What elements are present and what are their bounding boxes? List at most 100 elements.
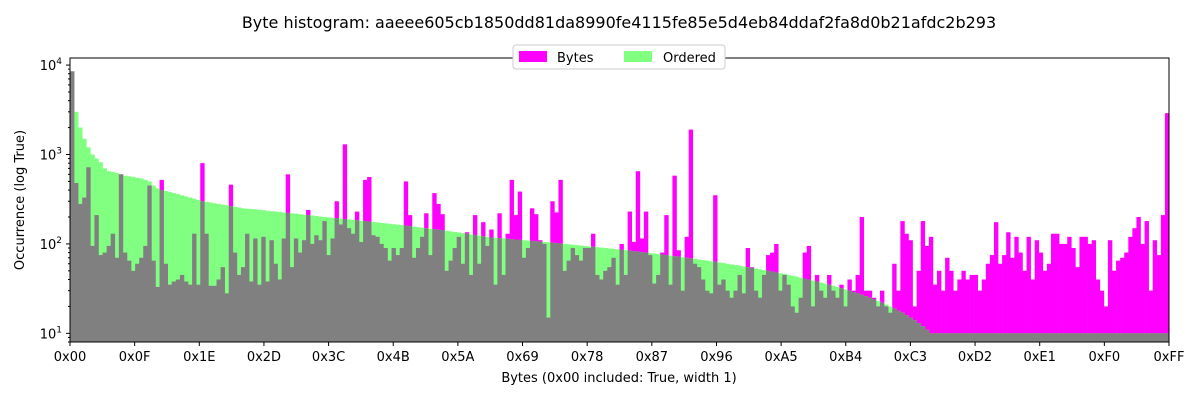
bar-overlap bbox=[1152, 333, 1158, 342]
bar-bytes bbox=[928, 236, 934, 342]
bar-overlap bbox=[334, 218, 339, 342]
bar-overlap bbox=[936, 333, 942, 342]
bar-bytes bbox=[1128, 236, 1133, 342]
bar-bytes bbox=[1071, 248, 1076, 342]
bar-overlap bbox=[126, 260, 132, 342]
bar-overlap bbox=[481, 236, 486, 342]
bar-overlap bbox=[774, 272, 779, 342]
bar-overlap bbox=[143, 245, 148, 342]
bar-overlap bbox=[485, 245, 490, 342]
x-tick-label: 0x3C bbox=[312, 350, 345, 365]
bar-overlap bbox=[631, 251, 637, 342]
bar-overlap bbox=[566, 260, 571, 342]
bar-overlap bbox=[342, 218, 348, 342]
bar-overlap bbox=[281, 238, 287, 342]
bar-overlap bbox=[420, 236, 425, 342]
bar-overlap bbox=[647, 255, 653, 342]
bar-overlap bbox=[525, 248, 531, 342]
bar-overlap bbox=[220, 267, 225, 342]
bar-overlap bbox=[86, 167, 91, 342]
legend-swatch-bytes bbox=[519, 51, 547, 62]
bar-bytes bbox=[1050, 233, 1056, 342]
bar-overlap bbox=[224, 293, 230, 342]
bar-overlap bbox=[1050, 333, 1056, 342]
bar-ordered bbox=[265, 210, 270, 342]
bar-overlap bbox=[110, 233, 116, 342]
bar-bytes bbox=[998, 263, 1003, 342]
x-tick-label: 0x96 bbox=[700, 350, 733, 365]
bar-bytes bbox=[932, 284, 938, 342]
bar-overlap bbox=[232, 252, 238, 342]
bar-overlap bbox=[338, 224, 344, 342]
bar-bytes bbox=[1055, 233, 1060, 342]
bar-overlap bbox=[680, 290, 685, 342]
bar-overlap bbox=[908, 317, 913, 342]
bar-overlap bbox=[761, 274, 767, 342]
bar-overlap bbox=[814, 281, 820, 342]
bar-bytes bbox=[961, 270, 966, 342]
bar-overlap bbox=[704, 290, 710, 342]
bar-bytes bbox=[924, 245, 930, 342]
bar-overlap bbox=[664, 255, 669, 342]
bar-overlap bbox=[314, 235, 319, 342]
bar-overlap bbox=[297, 252, 303, 342]
bar-bytes bbox=[1034, 240, 1040, 342]
bar-overlap bbox=[1103, 333, 1109, 342]
x-tick-label: 0xB4 bbox=[829, 350, 862, 365]
bar-bytes bbox=[981, 279, 987, 342]
bar-overlap bbox=[733, 290, 738, 342]
x-tick-label: 0xC3 bbox=[894, 350, 927, 365]
bar-bytes bbox=[936, 270, 942, 342]
bar-overlap bbox=[285, 212, 291, 342]
legend-swatch-ordered bbox=[624, 51, 652, 62]
bar-bytes bbox=[920, 221, 926, 342]
bar-overlap bbox=[562, 270, 567, 342]
bar-overlap bbox=[228, 206, 234, 342]
bar-overlap bbox=[945, 333, 950, 342]
bar-overlap bbox=[896, 310, 901, 342]
bar-bytes bbox=[1018, 252, 1023, 342]
x-tick-label: 0x69 bbox=[506, 350, 539, 365]
bar-overlap bbox=[375, 236, 380, 342]
bar-overlap bbox=[770, 271, 775, 342]
bar-overlap bbox=[472, 234, 478, 342]
bar-bytes bbox=[949, 270, 954, 342]
bar-bytes bbox=[904, 233, 909, 342]
bar-overlap bbox=[985, 333, 991, 342]
bar-overlap bbox=[965, 333, 970, 342]
bar-bytes bbox=[969, 274, 974, 342]
bar-overlap bbox=[599, 279, 604, 342]
bar-overlap bbox=[1059, 333, 1064, 342]
bar-overlap bbox=[570, 248, 576, 342]
bar-overlap bbox=[432, 229, 437, 342]
bar-overlap bbox=[114, 257, 120, 342]
bar-overlap bbox=[444, 270, 449, 342]
x-tick-label: 0xA5 bbox=[765, 350, 798, 365]
bar-bytes bbox=[1067, 236, 1072, 342]
bar-ordered bbox=[224, 205, 230, 342]
bar-overlap bbox=[135, 263, 140, 342]
bar-ordered bbox=[546, 242, 551, 342]
bar-overlap bbox=[82, 197, 87, 342]
x-tick-label: 0x2D bbox=[247, 350, 281, 365]
x-tick-label: 0xD2 bbox=[958, 350, 992, 365]
bar-overlap bbox=[1067, 333, 1072, 342]
bar-overlap bbox=[1034, 333, 1040, 342]
bar-overlap bbox=[790, 306, 795, 342]
bar-bytes bbox=[1091, 240, 1097, 342]
bar-bytes bbox=[1022, 270, 1027, 342]
bar-overlap bbox=[383, 248, 388, 342]
bar-overlap bbox=[843, 306, 848, 342]
bar-overlap bbox=[1046, 333, 1052, 342]
bar-overlap bbox=[953, 333, 958, 342]
y-axis-label: Occurrence (log True) bbox=[13, 130, 28, 270]
chart-title: Byte histogram: aaeee605cb1850dd81da8990… bbox=[242, 13, 996, 32]
bar-overlap bbox=[240, 267, 246, 342]
bar-overlap bbox=[424, 228, 429, 342]
bar-overlap bbox=[245, 233, 250, 342]
bar-ordered bbox=[212, 203, 217, 342]
bar-overlap bbox=[151, 260, 156, 342]
bar-overlap bbox=[794, 312, 799, 342]
bar-overlap bbox=[1042, 333, 1048, 342]
bar-overlap bbox=[851, 291, 856, 342]
